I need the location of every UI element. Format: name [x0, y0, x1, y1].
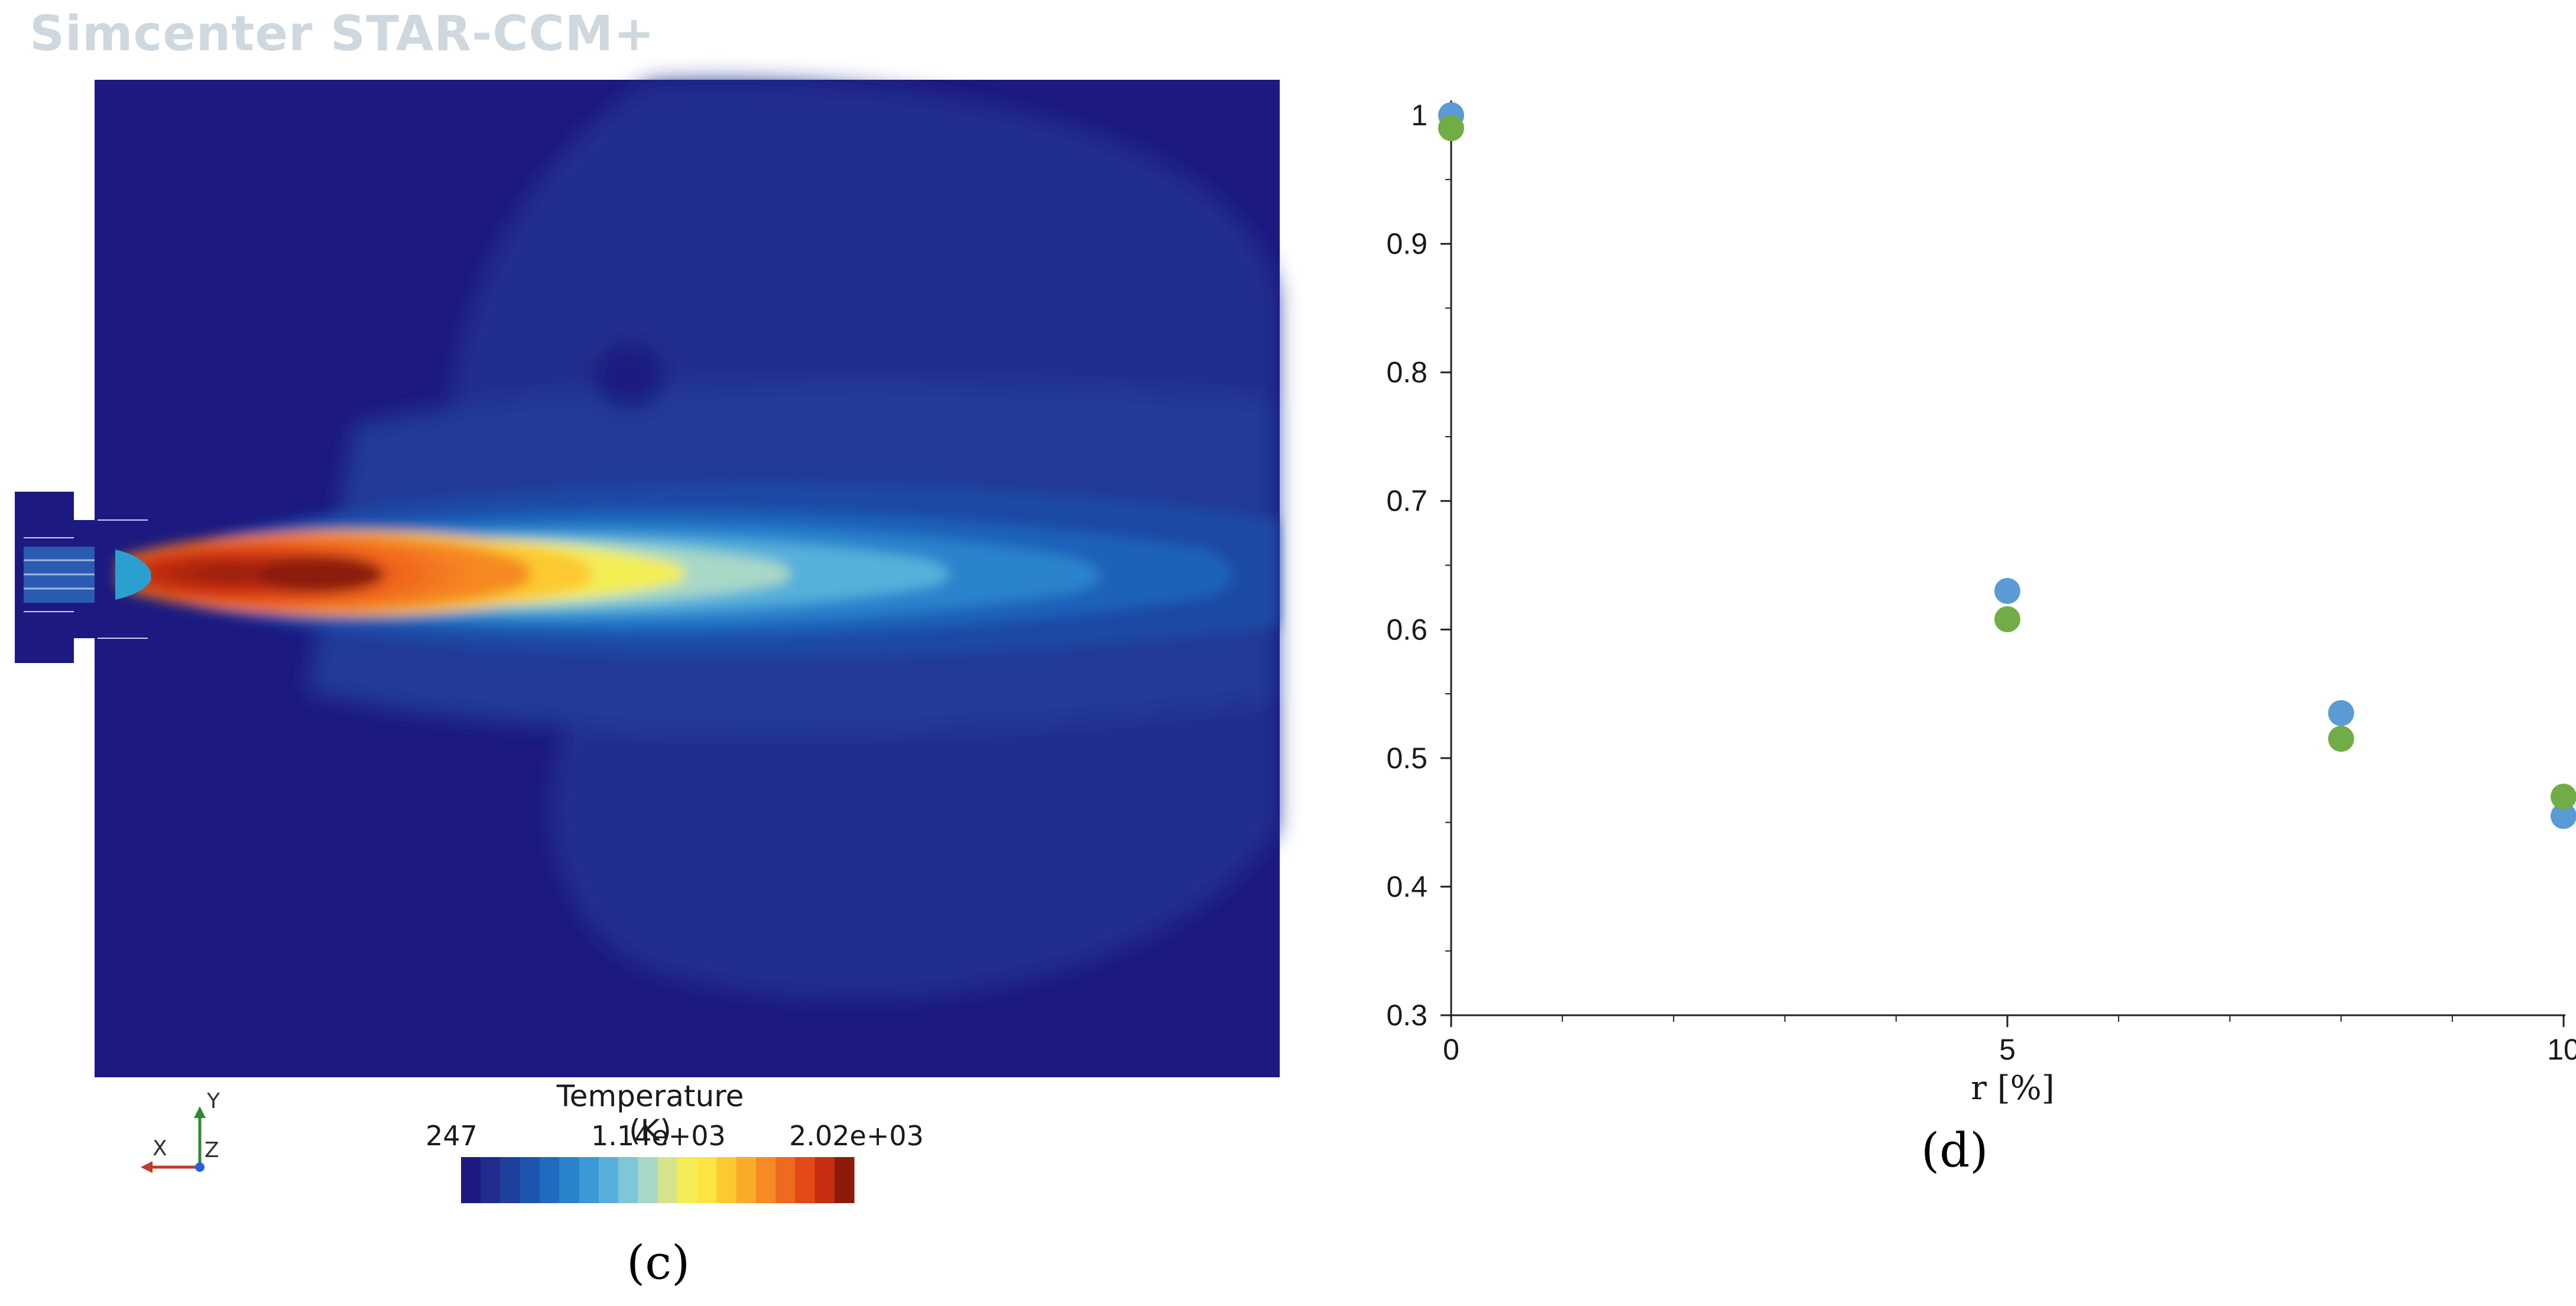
x-axis-label: r [%] — [1971, 1069, 2054, 1107]
inlet-notch — [115, 550, 151, 600]
legend-tick-min: 247 — [426, 1120, 478, 1152]
y-tick-label: 0.4 — [1386, 870, 1427, 903]
legend-tick-mid: 1.14e+03 — [591, 1120, 726, 1152]
y-tick-label: 0.5 — [1386, 742, 1427, 775]
legend-tick-max: 2.02e+03 — [789, 1120, 924, 1152]
colorbar-segment — [697, 1157, 717, 1203]
colorbar-segment — [540, 1157, 560, 1203]
colorbar-segment — [755, 1157, 776, 1203]
colorbar-segment — [618, 1157, 638, 1203]
data-point-series-2 — [1994, 606, 2020, 632]
data-point-series-2 — [1438, 115, 1464, 141]
colorbar-segment — [736, 1157, 757, 1203]
colorbar-segment — [677, 1157, 697, 1203]
data-point-series-1 — [2328, 700, 2354, 726]
data-point-series-2 — [2551, 784, 2576, 810]
colorbar-segment — [776, 1157, 796, 1203]
colorbar-segment — [657, 1157, 678, 1203]
colorbar-segment — [461, 1157, 481, 1203]
triad-y-label: Y — [206, 1089, 220, 1113]
colorbar-segment — [481, 1157, 501, 1203]
caption-c: (c) — [627, 1235, 690, 1290]
y-tick-label: 0.6 — [1386, 613, 1427, 646]
x-tick-label: 10 — [2547, 1033, 2576, 1066]
x-tick-label: 5 — [1999, 1033, 2016, 1066]
colorbar-segment — [638, 1157, 658, 1203]
x-tick-label: 0 — [1443, 1033, 1459, 1066]
colorbar-segment — [520, 1157, 540, 1203]
triad-z-label: Z — [205, 1138, 219, 1162]
colorbar-segment — [815, 1157, 835, 1203]
triad-x-label: X — [153, 1136, 167, 1161]
colorbar-segment — [795, 1157, 815, 1203]
data-point-series-1 — [2551, 803, 2576, 829]
data-point-series-1 — [1994, 578, 2020, 605]
colorbar-segment — [500, 1157, 521, 1203]
chart-points — [1438, 102, 2576, 829]
temperature-colorbar — [461, 1157, 855, 1203]
caption-d: (d) — [1921, 1123, 1988, 1178]
colorbar-segment — [598, 1157, 619, 1203]
data-point-series-2 — [2328, 726, 2354, 752]
y-tick-label: 0.3 — [1386, 999, 1427, 1032]
colorbar-segment — [559, 1157, 579, 1203]
colorbar-segment — [579, 1157, 599, 1203]
y-tick-label: 0.7 — [1386, 485, 1427, 518]
chart-axes: 0.30.40.50.60.70.80.91051015 — [1386, 99, 2576, 1066]
burner-geometry — [15, 492, 148, 663]
colorbar-segment — [834, 1157, 855, 1203]
axis-triad: Y X Z — [141, 1089, 220, 1173]
brand-watermark: Simcenter STAR-CCM+ — [30, 6, 655, 62]
y-tick-label: 1 — [1411, 99, 1427, 132]
y-tick-label: 0.8 — [1386, 356, 1427, 389]
y-tick-label: 0.9 — [1386, 228, 1427, 261]
legend-title: Temperature (K) — [556, 1079, 744, 1148]
colorbar-segment — [716, 1157, 737, 1203]
